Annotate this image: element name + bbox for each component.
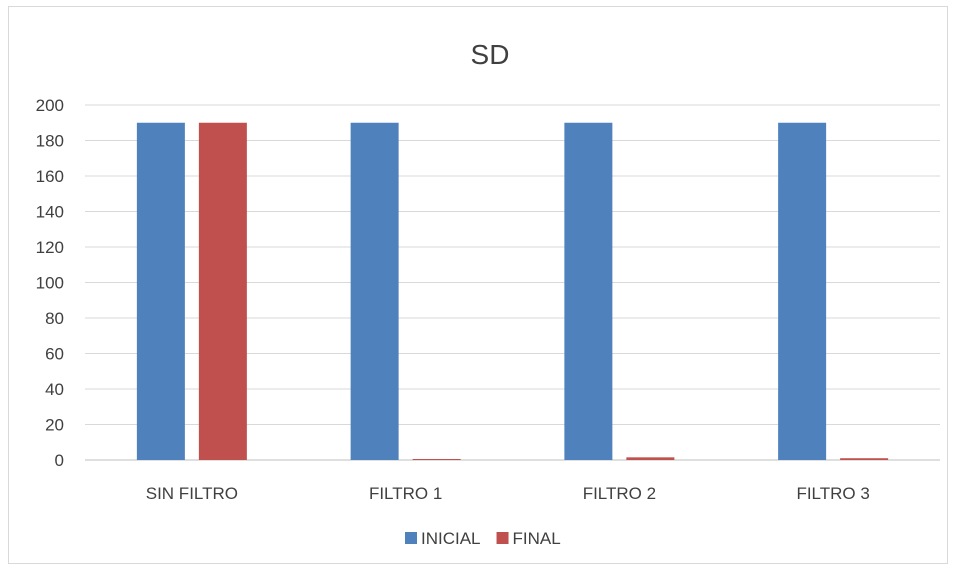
legend-label-final: FINAL <box>513 529 561 548</box>
x-category-label: FILTRO 2 <box>583 484 656 503</box>
legend: INICIAL FINAL <box>405 529 561 548</box>
bar-final-0 <box>198 122 247 460</box>
y-tick-label: 140 <box>36 203 64 222</box>
y-tick-label: 80 <box>45 309 64 328</box>
y-tick-label: 100 <box>36 274 64 293</box>
y-axis-ticks: 0 20 40 60 80 100 120 140 160 180 200 <box>36 96 64 470</box>
x-axis-categories: SIN FILTRO FILTRO 1 FILTRO 2 FILTRO 3 <box>146 484 870 503</box>
x-category-label: FILTRO 3 <box>796 484 869 503</box>
y-tick-label: 60 <box>45 345 64 364</box>
y-tick-label: 200 <box>36 96 64 115</box>
bar-inicial-2 <box>564 122 613 460</box>
y-tick-label: 120 <box>36 238 64 257</box>
chart-title: SD <box>471 39 510 70</box>
x-category-label: SIN FILTRO <box>146 484 238 503</box>
x-category-label: FILTRO 1 <box>369 484 442 503</box>
y-tick-label: 20 <box>45 416 64 435</box>
y-tick-label: 40 <box>45 380 64 399</box>
legend-label-inicial: INICIAL <box>421 529 481 548</box>
bar-final-3 <box>840 458 889 460</box>
bars <box>136 122 889 460</box>
bar-inicial-0 <box>136 122 185 460</box>
bar-final-2 <box>626 457 675 460</box>
y-tick-label: 160 <box>36 167 64 186</box>
legend-swatch-final <box>496 532 509 544</box>
legend-swatch-inicial <box>405 532 417 544</box>
bar-inicial-3 <box>778 122 827 460</box>
bar-final-1 <box>412 459 461 460</box>
bar-inicial-1 <box>350 122 399 460</box>
y-tick-label: 0 <box>55 451 64 470</box>
y-tick-label: 180 <box>36 132 64 151</box>
